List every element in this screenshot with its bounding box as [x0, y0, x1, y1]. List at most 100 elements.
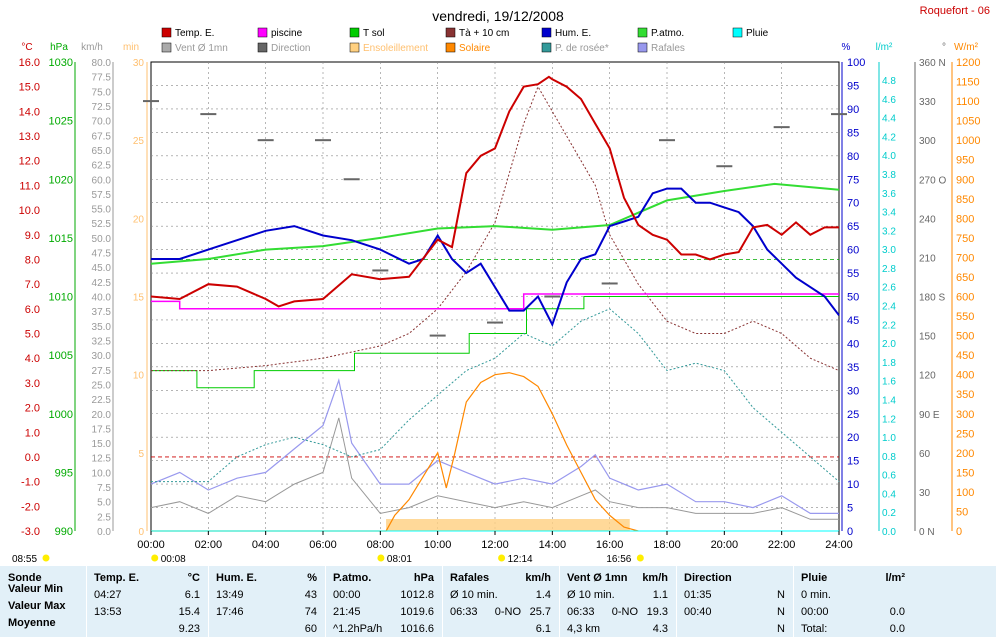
cell-time: 06:33 [567, 606, 595, 618]
tick-label: 15 [133, 293, 145, 304]
direction-mark [716, 165, 733, 168]
tick-label: 5.0 [25, 329, 40, 341]
tick-label: 50.0 [92, 234, 112, 245]
x-tick-label: 24:00 [825, 539, 853, 551]
tick-label: 270 O [919, 175, 946, 186]
cell-value: N [777, 589, 785, 601]
tick-label: 30.0 [92, 351, 112, 362]
tick-label: 4.0 [25, 353, 40, 365]
column-separator [559, 566, 560, 637]
tick-label: 2.5 [97, 512, 111, 523]
tick-label: 1.0 [882, 433, 896, 444]
summary-col-direction: Direction 01:35 N 00:40 N N [676, 566, 793, 637]
tick-label: 0.8 [882, 452, 896, 463]
tick-label: 75 [847, 174, 859, 186]
cell-time: 06:33 [450, 606, 478, 618]
tick-label: 995 [55, 467, 73, 479]
x-tick-label: 14:00 [539, 539, 567, 551]
marker-t4-dot [636, 554, 644, 562]
tick-label: 10.0 [92, 468, 112, 479]
cell-time: 0 min. [801, 589, 831, 601]
cell-value: 1.4 [535, 589, 551, 601]
tick-label: 65 [847, 221, 859, 233]
tick-label: 2.6 [882, 283, 896, 294]
summary-col-patmo: P.atmo. hPa 00:00 1012.8 21:45 1019.6 ^1.2hPa/… [325, 566, 442, 637]
direction-mark [487, 321, 503, 324]
tick-label: 300 [919, 136, 936, 147]
tick-label: 0 [847, 526, 853, 538]
tick-label: 95 [847, 80, 859, 92]
tick-label: 90 E [919, 410, 940, 421]
x-tick-label: 18:00 [653, 539, 681, 551]
tick-label: 2.8 [882, 264, 896, 275]
tick-label: 300 [956, 409, 974, 421]
series-ensoleillement [386, 519, 630, 531]
col-header: Pluie [801, 572, 828, 584]
tick-label: 100 [847, 57, 865, 69]
summary-col-temp: Temp. E. °C 04:27 6.1 13:53 15.4 9.23 [86, 566, 208, 637]
tick-label: 50 [956, 506, 968, 518]
cell-dir: 0-NO [494, 606, 521, 618]
column-separator [676, 566, 677, 637]
tick-label: 4.0 [882, 151, 896, 162]
col-header: Vent Ø 1mn [567, 572, 628, 584]
tick-label: 7.5 [97, 483, 111, 494]
cell-value: 9.23 [178, 623, 200, 635]
summary-col-pluie: Pluie l/m² 0 min. 00:00 0.0 Total: 0.0 [793, 566, 913, 637]
time-markers: 08:55 00:08 08:01 12:14 16:56 [12, 554, 644, 565]
station-name: Roquefort - 06 [920, 5, 990, 17]
tick-label: 1.6 [882, 377, 896, 388]
cell-value: N [777, 623, 785, 635]
col-header: Sonde [8, 572, 42, 584]
x-tick-label: 00:00 [137, 539, 165, 551]
direction-mark [143, 100, 159, 103]
tick-label: 72.5 [92, 102, 112, 113]
tick-label: 77.5 [92, 73, 112, 84]
tick-label: 990 [55, 526, 73, 538]
cell-value: 15.4 [178, 606, 200, 618]
summary-col-hum: Hum. E.% 13:49 43 17:46 74 60 [208, 566, 325, 637]
legend-label: Temp. E. [175, 28, 214, 39]
legend-swatch [637, 42, 648, 53]
cell-time: 00:00 [801, 606, 829, 618]
tick-label: 47.5 [92, 249, 112, 260]
legend-label: Solaire [459, 43, 491, 54]
tick-label: 120 [919, 371, 936, 382]
summary-col-vent: Vent Ø 1mn km/h Ø 10 min. 1.1 06:33 19.3 0-NO 4… [559, 566, 676, 637]
series-piscine [151, 293, 839, 310]
tick-label: 70 [847, 198, 859, 210]
series-patmo [150, 182, 840, 265]
tick-label: 10 [133, 371, 145, 382]
x-tick-label: 10:00 [424, 539, 452, 551]
tick-label: 950 [956, 155, 974, 167]
legend-label: Rafales [651, 43, 685, 54]
tick-label: 1.2 [882, 414, 896, 425]
axis-units: °C hPa km/h min% l/m² ° W/m² [21, 42, 978, 53]
tick-label: 17.5 [92, 424, 112, 435]
axis-unit: W/m² [954, 42, 979, 53]
tick-label: 30 [133, 58, 145, 69]
tick-label: -3.0 [21, 526, 40, 538]
tick-label: 14.0 [19, 106, 40, 118]
tick-label: 75.0 [92, 87, 112, 98]
tick-label: 1025 [49, 116, 73, 128]
legend-swatch [257, 27, 268, 38]
tick-label: 80.0 [92, 58, 112, 69]
tick-label: 600 [956, 292, 974, 304]
tick-label: 25.0 [92, 380, 112, 391]
marker-t3-dot [498, 554, 506, 562]
legend-label: Vent Ø 1mn [175, 43, 228, 54]
cell-value: 1012.8 [400, 589, 434, 601]
cell-value: 0.0 [889, 606, 905, 618]
col-header: Direction [684, 572, 732, 584]
cell-time: Total: [801, 623, 828, 635]
tick-label: 2.0 [25, 403, 40, 415]
tick-label: 0 [138, 527, 144, 538]
legend-swatch [161, 42, 172, 53]
tick-label: 15.0 [92, 439, 112, 450]
x-tick-label: 16:00 [596, 539, 624, 551]
legend-swatch [257, 42, 268, 53]
x-tick-label: 20:00 [711, 539, 739, 551]
cell-value: 6.1 [535, 623, 551, 635]
tick-label: 700 [956, 252, 974, 264]
